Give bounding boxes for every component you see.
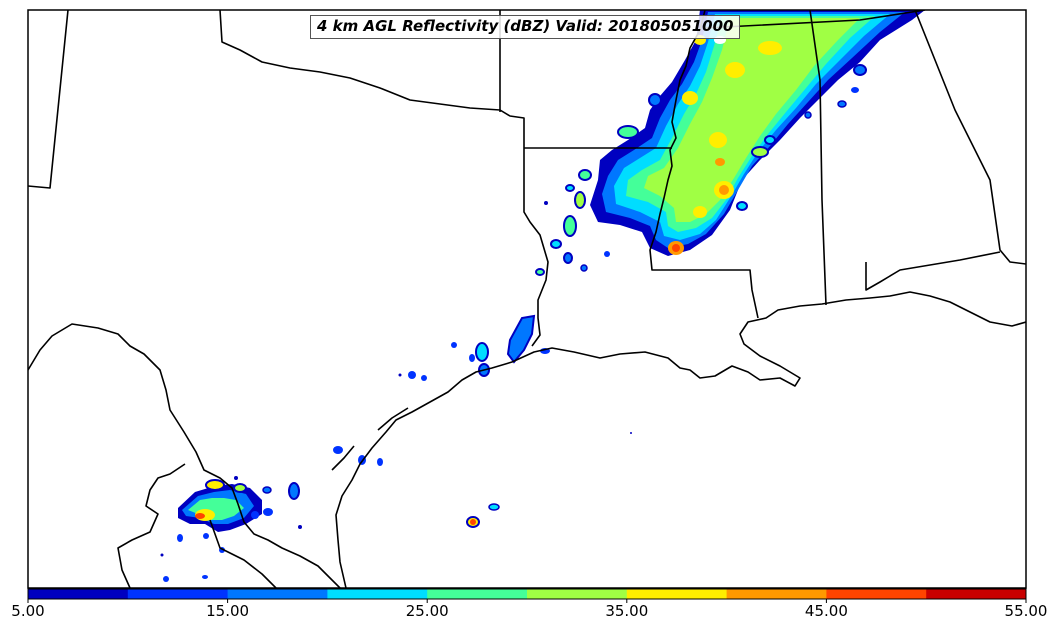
boundary-al-fl xyxy=(865,251,1001,291)
boundary-mexico-states xyxy=(117,463,277,588)
colorbar-frame xyxy=(27,588,1027,600)
echo-band-north-l5 xyxy=(644,18,860,222)
colorbar-tick-label: 15.00 xyxy=(206,602,250,620)
colorbar-segment xyxy=(826,589,927,599)
boundary-tn-north xyxy=(704,10,926,29)
colorbar-tick-label: 45.00 xyxy=(804,602,848,620)
coastline-barrier-islands xyxy=(331,407,409,471)
colorbar-segment xyxy=(227,589,328,599)
colorbar-segment xyxy=(527,589,628,599)
colorbar-segment xyxy=(926,589,1027,599)
map-border xyxy=(27,9,1027,589)
coastline-gulf xyxy=(335,291,1026,588)
boundaries xyxy=(28,10,1026,588)
colorbar-segment xyxy=(626,589,728,599)
colorbar-tick-label: 35.00 xyxy=(605,602,649,620)
map-title: 4 km AGL Reflectivity (dBZ) Valid: 20180… xyxy=(310,15,741,39)
colorbar-segment xyxy=(28,589,129,599)
boundary-rio-grande xyxy=(28,323,341,588)
boundary-al-ga xyxy=(914,10,1026,265)
boundary-red-river xyxy=(219,10,525,148)
boundary-mississippi-river xyxy=(649,10,759,319)
colorbar-tick-label: 5.00 xyxy=(11,602,45,620)
colorbar-segment xyxy=(327,589,428,599)
colorbar-segment xyxy=(127,589,229,599)
colorbar-tick-label: 55.00 xyxy=(1004,602,1048,620)
boundary-nm-tx xyxy=(28,10,69,189)
colorbar xyxy=(27,588,1027,603)
colorbar-segment xyxy=(427,589,528,599)
boundary-sabine xyxy=(523,148,549,347)
colorbar-tick-label: 25.00 xyxy=(405,602,449,620)
colorbar-segment xyxy=(726,589,827,599)
map-background xyxy=(28,10,1026,588)
boundary-ms-al xyxy=(809,10,827,306)
